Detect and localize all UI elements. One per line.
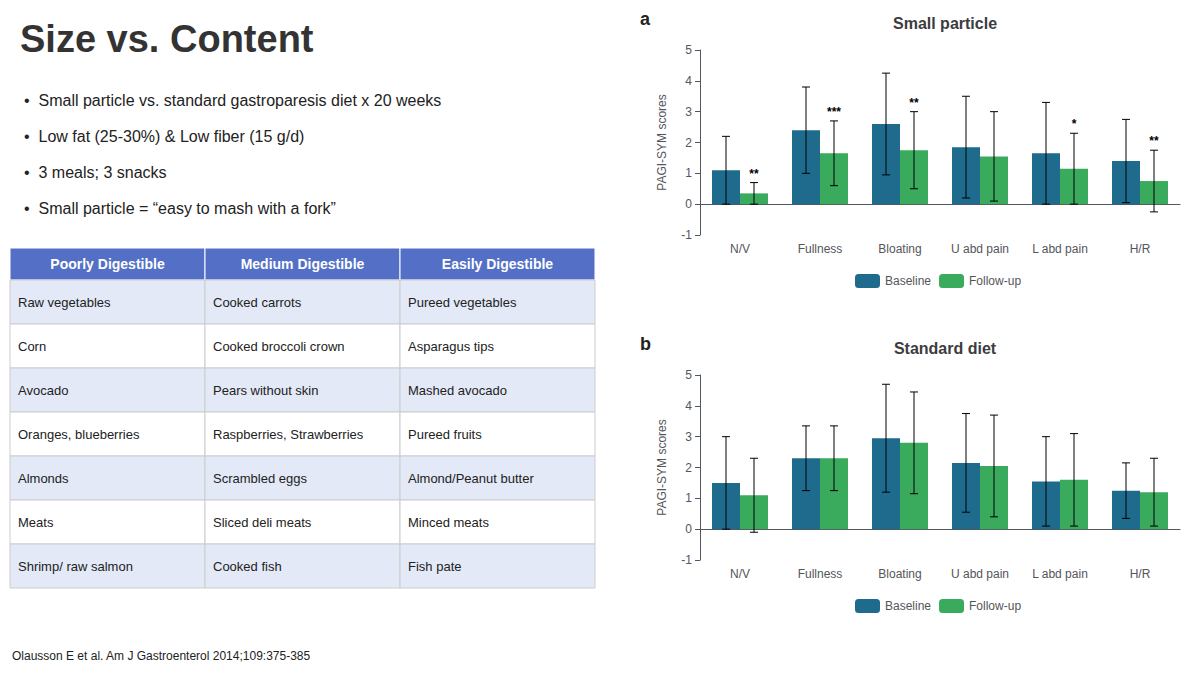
svg-text:0: 0 <box>685 197 692 211</box>
svg-text:• Small particle vs. standard: • Small particle vs. standard gastropare… <box>24 92 441 109</box>
svg-text:PAGI-SYM scores: PAGI-SYM scores <box>655 419 669 515</box>
svg-text:Size vs. Content: Size vs. Content <box>20 18 314 60</box>
svg-text:N/V: N/V <box>730 242 750 256</box>
svg-text:Cooked carrots: Cooked carrots <box>213 295 302 310</box>
svg-text:Avocado: Avocado <box>18 383 68 398</box>
svg-text:Fish pate: Fish pate <box>408 559 461 574</box>
svg-text:4: 4 <box>685 74 692 88</box>
svg-text:-1: -1 <box>681 228 692 242</box>
svg-text:PAGI-SYM scores: PAGI-SYM scores <box>655 94 669 190</box>
svg-text:Baseline: Baseline <box>885 274 931 288</box>
svg-text:5: 5 <box>685 368 692 382</box>
svg-text:Raspberries, Strawberries: Raspberries, Strawberries <box>213 427 364 442</box>
svg-text:Standard diet: Standard diet <box>894 340 997 357</box>
svg-text:4: 4 <box>685 399 692 413</box>
svg-text:Asparagus tips: Asparagus tips <box>408 339 494 354</box>
svg-text:Pureed vegetables: Pureed vegetables <box>408 295 517 310</box>
svg-text:N/V: N/V <box>730 567 750 581</box>
svg-text:3: 3 <box>685 430 692 444</box>
svg-text:**: ** <box>909 96 919 110</box>
svg-text:Raw vegetables: Raw vegetables <box>18 295 111 310</box>
svg-text:a: a <box>640 9 651 29</box>
svg-text:Fullness: Fullness <box>798 567 843 581</box>
svg-text:Corn: Corn <box>18 339 46 354</box>
svg-text:U abd pain: U abd pain <box>951 567 1009 581</box>
svg-text:Shrimp/ raw salmon: Shrimp/ raw salmon <box>18 559 133 574</box>
svg-text:Olausson E et al. Am J Gastroe: Olausson E et al. Am J Gastroenterol 201… <box>12 649 311 663</box>
svg-text:H/R: H/R <box>1130 242 1151 256</box>
svg-text:0: 0 <box>685 522 692 536</box>
svg-text:*: * <box>1072 117 1077 131</box>
svg-text:Sliced deli meats: Sliced deli meats <box>213 515 312 530</box>
svg-text:Meats: Meats <box>18 515 54 530</box>
svg-text:Medium Digestible: Medium Digestible <box>241 256 365 272</box>
svg-text:• Low fat (25-30%) & Low fibe: • Low fat (25-30%) & Low fiber (15 g/d) <box>24 128 304 145</box>
svg-text:U abd pain: U abd pain <box>951 242 1009 256</box>
svg-text:Fullness: Fullness <box>798 242 843 256</box>
svg-text:b: b <box>640 334 651 354</box>
svg-text:-1: -1 <box>681 553 692 567</box>
svg-text:L abd pain: L abd pain <box>1032 242 1088 256</box>
svg-text:Scrambled eggs: Scrambled eggs <box>213 471 307 486</box>
svg-text:1: 1 <box>685 166 692 180</box>
svg-text:Almond/Peanut butter: Almond/Peanut butter <box>408 471 534 486</box>
svg-text:Bloating: Bloating <box>878 242 921 256</box>
svg-text:Pears without skin: Pears without skin <box>213 383 319 398</box>
svg-text:2: 2 <box>685 461 692 475</box>
svg-text:L abd pain: L abd pain <box>1032 567 1088 581</box>
svg-text:Baseline: Baseline <box>885 599 931 613</box>
svg-text:Small particle: Small particle <box>893 15 997 32</box>
svg-text:Easily Digestible: Easily Digestible <box>442 256 553 272</box>
svg-text:**: ** <box>749 167 759 181</box>
svg-text:• 3 meals; 3 snacks: • 3 meals; 3 snacks <box>24 164 167 181</box>
svg-text:Cooked fish: Cooked fish <box>213 559 282 574</box>
svg-text:Minced meats: Minced meats <box>408 515 489 530</box>
svg-text:***: *** <box>827 105 841 119</box>
svg-text:Bloating: Bloating <box>878 567 921 581</box>
svg-text:Follow-up: Follow-up <box>969 599 1021 613</box>
svg-text:Pureed fruits: Pureed fruits <box>408 427 482 442</box>
svg-text:• Small particle = “easy to m: • Small particle = “easy to mash with a … <box>24 200 336 217</box>
svg-text:Follow-up: Follow-up <box>969 274 1021 288</box>
svg-text:Mashed avocado: Mashed avocado <box>408 383 507 398</box>
svg-text:Oranges, blueberries: Oranges, blueberries <box>18 427 140 442</box>
svg-text:**: ** <box>1149 134 1159 148</box>
svg-text:3: 3 <box>685 105 692 119</box>
svg-text:2: 2 <box>685 136 692 150</box>
svg-text:Almonds: Almonds <box>18 471 69 486</box>
svg-text:H/R: H/R <box>1130 567 1151 581</box>
svg-text:1: 1 <box>685 491 692 505</box>
svg-text:Poorly Digestible: Poorly Digestible <box>50 256 165 272</box>
svg-text:Cooked broccoli crown: Cooked broccoli crown <box>213 339 345 354</box>
svg-text:5: 5 <box>685 43 692 57</box>
